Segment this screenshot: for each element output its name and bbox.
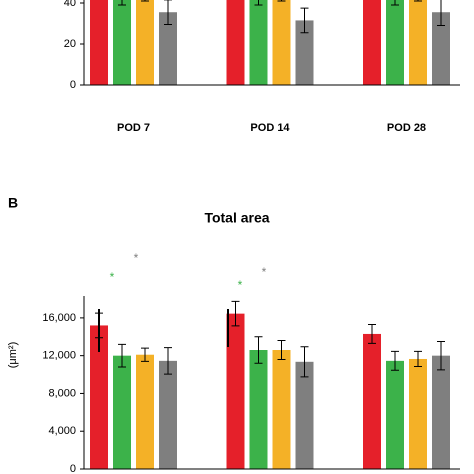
error-bar [368, 324, 376, 344]
x-tick-label: POD 7 [117, 122, 150, 134]
y-axis-label: (μm²) [7, 342, 19, 369]
y-tick-label: 20 [64, 38, 76, 50]
x-tick-label: POD 28 [387, 122, 426, 134]
error-bar [277, 0, 286, 2]
bar [432, 12, 450, 86]
error-bar [391, 350, 399, 371]
bar [363, 333, 381, 469]
bar [113, 0, 131, 85]
bar [386, 0, 404, 85]
error-bar [164, 347, 172, 375]
error-bar [254, 0, 263, 6]
bar [295, 361, 314, 469]
y-tick-label: 0 [70, 79, 76, 91]
bar [409, 0, 427, 86]
error-bar [414, 0, 422, 2]
bar [295, 20, 314, 85]
error-bar [437, 341, 445, 371]
panel-label: B [8, 195, 18, 211]
bar [136, 0, 154, 86]
significance-asterisk: * [238, 278, 243, 292]
bar [272, 0, 291, 86]
bar [363, 0, 381, 85]
bar [226, 313, 245, 469]
error-bar [437, 0, 445, 27]
error-bar [277, 340, 286, 360]
error-bar [231, 300, 240, 327]
error-bar [300, 7, 309, 34]
chart-title: Total area [204, 210, 269, 226]
y-tick-label: 16,000 [42, 312, 76, 324]
bar [432, 355, 450, 469]
y-tick-label: 4,000 [48, 425, 76, 437]
bar [113, 355, 131, 469]
bar [90, 325, 108, 469]
error-bar [118, 343, 126, 368]
bar [226, 0, 245, 85]
x-tick-label: POD 14 [250, 122, 290, 134]
bar [272, 350, 291, 469]
bar [90, 0, 108, 85]
significance-asterisk: * [262, 265, 267, 279]
error-bar [254, 336, 263, 364]
y-tick-label: 8,000 [48, 387, 76, 399]
error-bar [300, 346, 309, 378]
error-bar [391, 0, 399, 6]
error-bar [141, 0, 149, 2]
error-bar [141, 347, 149, 362]
y-tick-label: 12,000 [42, 350, 76, 362]
bar [249, 0, 268, 85]
bar [249, 350, 268, 469]
bar [386, 360, 404, 469]
bar [409, 358, 427, 469]
y-tick-label: 0 [70, 463, 76, 474]
significance-asterisk: * [134, 251, 139, 265]
error-bar [118, 0, 126, 6]
bar [136, 354, 154, 469]
bar [159, 360, 177, 469]
error-bar [414, 350, 422, 368]
bar [159, 12, 177, 86]
significance-asterisk: * [110, 270, 115, 284]
error-bar [164, 0, 172, 26]
y-tick-label: 40 [64, 0, 76, 9]
